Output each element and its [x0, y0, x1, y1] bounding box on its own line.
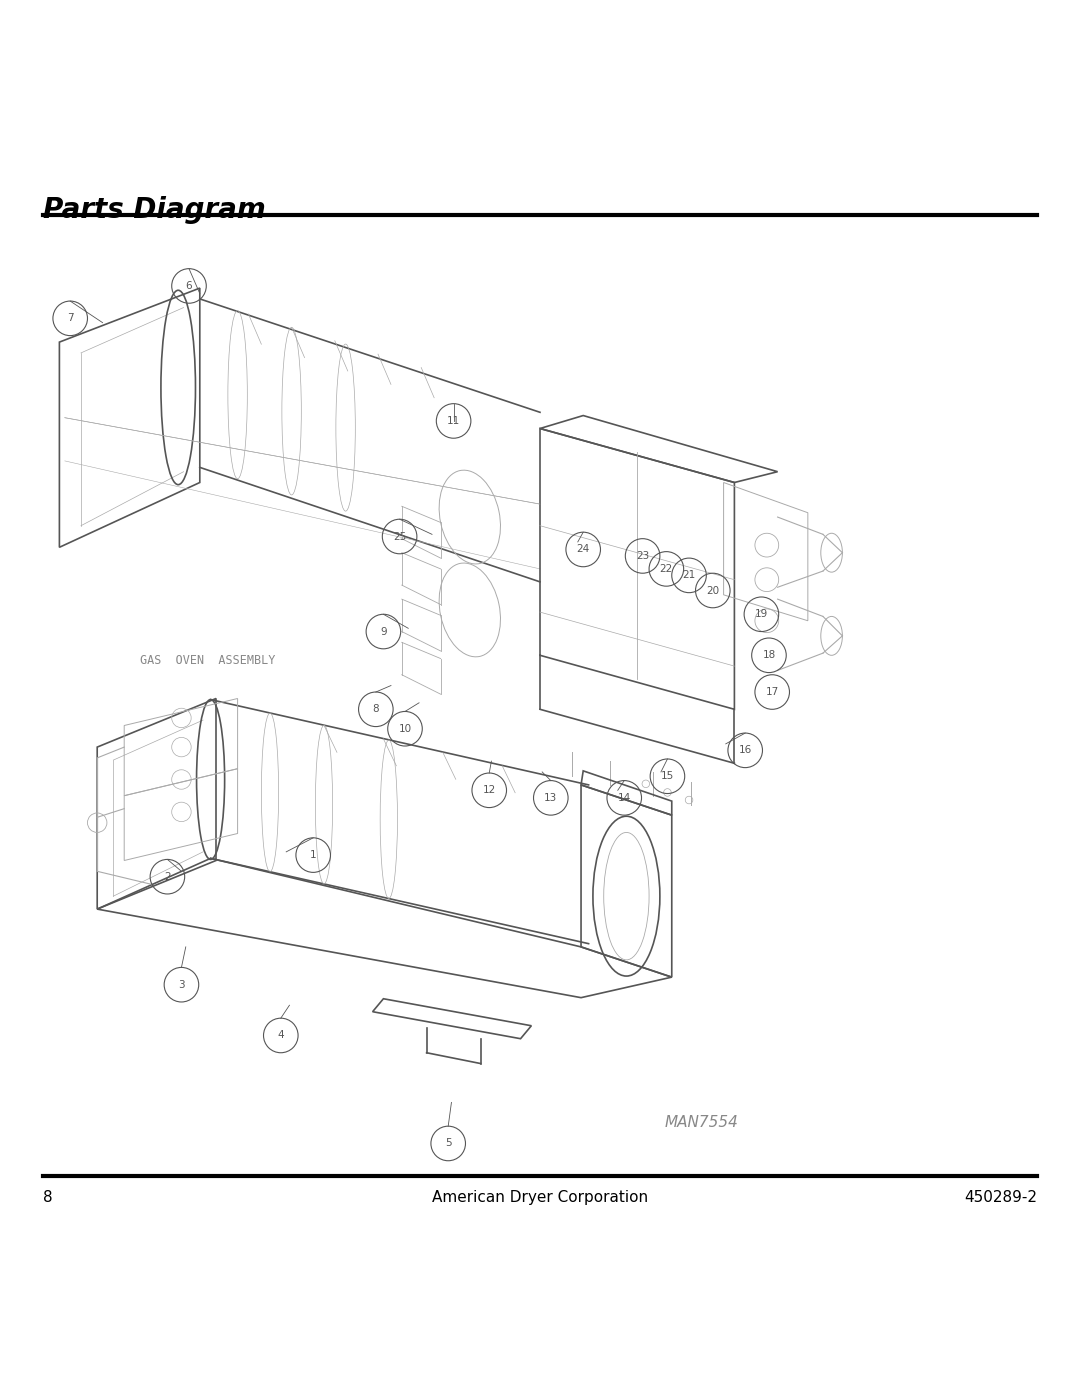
Text: 450289-2: 450289-2	[963, 1190, 1037, 1204]
Text: American Dryer Corporation: American Dryer Corporation	[432, 1190, 648, 1204]
Text: 13: 13	[544, 793, 557, 803]
Text: 8: 8	[43, 1190, 53, 1204]
Text: MAN7554: MAN7554	[664, 1115, 738, 1130]
Text: 5: 5	[445, 1139, 451, 1148]
Text: 7: 7	[67, 313, 73, 323]
Text: 3: 3	[178, 979, 185, 989]
Text: 10: 10	[399, 724, 411, 733]
Text: 8: 8	[373, 704, 379, 714]
Text: 19: 19	[755, 609, 768, 619]
Text: 14: 14	[618, 793, 631, 803]
Text: 22: 22	[660, 564, 673, 574]
Text: 18: 18	[762, 650, 775, 661]
Text: 16: 16	[739, 746, 752, 756]
Text: 2: 2	[164, 872, 171, 882]
Text: 24: 24	[577, 545, 590, 555]
Text: 1: 1	[310, 851, 316, 861]
Text: 20: 20	[706, 585, 719, 595]
Text: 15: 15	[661, 771, 674, 781]
Text: 17: 17	[766, 687, 779, 697]
Text: 9: 9	[380, 626, 387, 637]
Text: 25: 25	[393, 531, 406, 542]
Text: GAS  OVEN  ASSEMBLY: GAS OVEN ASSEMBLY	[140, 654, 275, 668]
Text: Parts Diagram: Parts Diagram	[43, 197, 266, 225]
Text: 11: 11	[447, 416, 460, 426]
Text: 6: 6	[186, 281, 192, 291]
Text: 21: 21	[683, 570, 696, 580]
Text: 4: 4	[278, 1031, 284, 1041]
Text: 12: 12	[483, 785, 496, 795]
Text: 23: 23	[636, 550, 649, 562]
